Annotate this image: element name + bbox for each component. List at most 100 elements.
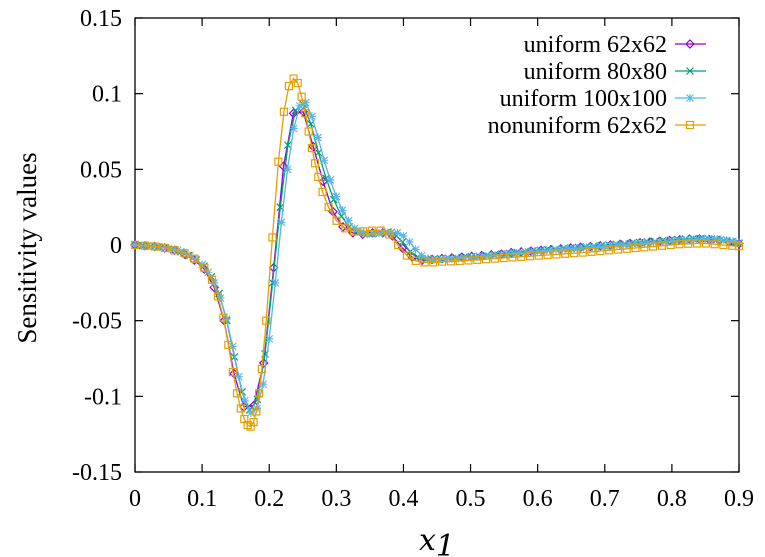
x-tick-label: 0.9 xyxy=(724,486,754,512)
data-point xyxy=(454,254,463,263)
data-point xyxy=(527,247,536,256)
data-point xyxy=(631,243,640,253)
data-point xyxy=(455,256,464,265)
data-point xyxy=(301,98,310,107)
data-point xyxy=(284,81,293,91)
data-point xyxy=(675,240,684,249)
data-point xyxy=(587,247,596,256)
data-point xyxy=(311,159,320,168)
data-point xyxy=(295,101,304,110)
data-point xyxy=(704,234,713,243)
data-point xyxy=(150,242,159,251)
x-tick-label: 0 xyxy=(129,486,141,512)
data-point xyxy=(293,78,302,88)
data-point xyxy=(228,368,238,377)
data-point xyxy=(262,316,271,325)
data-point xyxy=(685,39,695,49)
x-tick-label: 0.3 xyxy=(321,486,351,512)
data-point xyxy=(622,244,631,253)
data-point xyxy=(341,224,350,233)
series-3 xyxy=(131,98,743,417)
data-point xyxy=(376,226,385,235)
data-point xyxy=(393,228,402,237)
data-point xyxy=(525,252,535,261)
data-point xyxy=(320,156,329,165)
data-point xyxy=(350,227,359,236)
data-point xyxy=(387,228,396,237)
legend-label: uniform 80x80 xyxy=(524,59,667,85)
data-point xyxy=(692,235,701,244)
x-tick-label: 0.5 xyxy=(456,486,486,512)
data-point xyxy=(508,253,517,262)
data-point xyxy=(344,216,353,225)
data-point xyxy=(332,192,341,201)
data-point xyxy=(686,67,694,75)
data-point xyxy=(213,292,223,301)
data-point xyxy=(533,247,542,256)
data-point xyxy=(190,254,199,263)
x-tick-label: 0.8 xyxy=(657,486,687,512)
data-point xyxy=(307,112,316,121)
data-point xyxy=(569,249,579,258)
data-point xyxy=(545,246,554,255)
data-point xyxy=(710,240,719,249)
data-point xyxy=(314,172,323,181)
data-point xyxy=(228,342,237,351)
data-point xyxy=(207,275,217,284)
data-point xyxy=(394,240,403,250)
data-point xyxy=(448,254,457,263)
data-point xyxy=(692,239,702,248)
data-point xyxy=(405,237,414,246)
data-point xyxy=(240,396,249,405)
data-point xyxy=(499,253,508,263)
data-point xyxy=(130,240,140,250)
data-point xyxy=(728,237,737,246)
data-point xyxy=(640,243,649,252)
data-point xyxy=(534,251,543,260)
data-point xyxy=(234,372,243,381)
series-4 xyxy=(130,74,744,431)
data-point xyxy=(257,364,266,374)
data-point xyxy=(216,293,225,302)
data-point xyxy=(517,252,526,261)
data-point xyxy=(710,234,719,243)
data-point xyxy=(289,74,298,83)
legend-label: nonuniform 62x62 xyxy=(488,113,667,139)
data-point xyxy=(236,404,245,413)
data-point xyxy=(612,241,621,250)
data-point xyxy=(224,340,233,349)
data-point xyxy=(594,242,603,251)
tick-labels: 0 0.1 0.2 0.3 0.4 0.5 0.6 0.7 0.8 0.9 0.15 0.1 0.05 0… xyxy=(72,6,754,512)
x-tick-label: 0.4 xyxy=(388,486,418,512)
data-point xyxy=(279,107,289,116)
data-point xyxy=(698,234,707,243)
data-point xyxy=(438,257,447,266)
data-point xyxy=(332,216,341,225)
data-point xyxy=(472,252,481,261)
data-point xyxy=(429,255,438,264)
data-point xyxy=(271,278,280,287)
data-point xyxy=(631,239,640,248)
data-point xyxy=(521,248,530,257)
x-axis-label-sub: 1 xyxy=(436,529,455,557)
data-point xyxy=(576,243,585,252)
data-point xyxy=(249,417,258,427)
y-tick-label: 0.05 xyxy=(80,157,122,183)
data-point xyxy=(464,256,473,265)
data-point xyxy=(661,237,670,246)
data-point xyxy=(613,245,623,254)
data-point xyxy=(356,228,365,237)
data-point xyxy=(411,256,420,265)
data-point xyxy=(600,242,609,251)
data-point xyxy=(429,258,438,267)
series-line xyxy=(134,101,740,414)
data-point xyxy=(411,245,420,254)
data-point xyxy=(543,250,552,260)
y-tick-label: -0.15 xyxy=(72,460,122,486)
y-tick-label: 0.1 xyxy=(92,82,122,108)
data-point xyxy=(277,218,286,227)
y-tick-label: -0.1 xyxy=(84,384,122,410)
data-point xyxy=(326,175,335,184)
data-point xyxy=(551,245,560,254)
